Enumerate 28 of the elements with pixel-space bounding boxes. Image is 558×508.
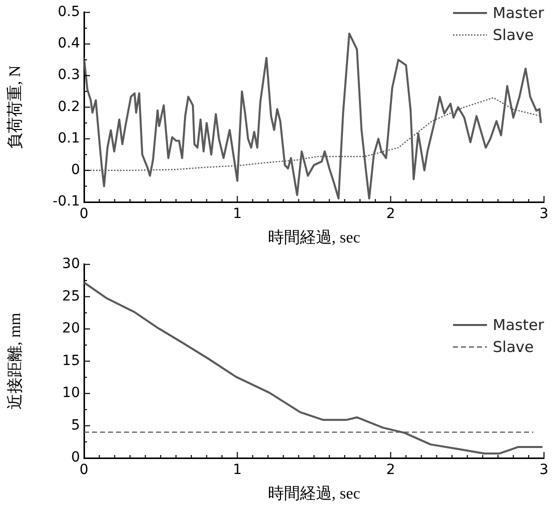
x-tick-label: 2	[386, 462, 396, 478]
y-tick-label: 0.3	[58, 67, 80, 84]
y-tick-label: 15	[62, 352, 80, 369]
x-axis-title: 時間経過, sec	[268, 228, 360, 247]
x-axis-title: 時間経過, sec	[268, 484, 360, 503]
x-tick-label: 1	[232, 206, 242, 222]
y-tick-label: -0.1	[52, 194, 80, 210]
y-tick-label: 0	[71, 162, 80, 178]
y-tick-label: 0.4	[58, 36, 80, 52]
legend-label: Slave	[492, 338, 534, 356]
y-axis-title: 負荷荷重, N	[6, 64, 24, 149]
legend-label: Slave	[492, 26, 534, 44]
x-tick-label: 1	[232, 462, 242, 478]
legend-label: Master	[492, 316, 544, 334]
x-tick-label: 3	[540, 462, 548, 478]
y-tick-label: 20	[62, 320, 80, 337]
y-tick-label: 10	[62, 385, 80, 402]
y-tick-label: 0.2	[58, 98, 80, 115]
y-tick-label: 0.5	[58, 4, 80, 20]
x-tick-label: 2	[386, 206, 396, 222]
x-tick-label: 3	[540, 206, 548, 222]
y-axis-title: 近接距離, mm	[6, 312, 24, 410]
legend-label: Master	[492, 4, 544, 22]
y-tick-label: 30	[62, 256, 80, 272]
y-tick-label: 5	[71, 417, 80, 434]
y-tick-label: 0	[71, 450, 80, 466]
y-tick-label: 25	[62, 288, 80, 304]
y-tick-label: 0.1	[58, 130, 80, 146]
